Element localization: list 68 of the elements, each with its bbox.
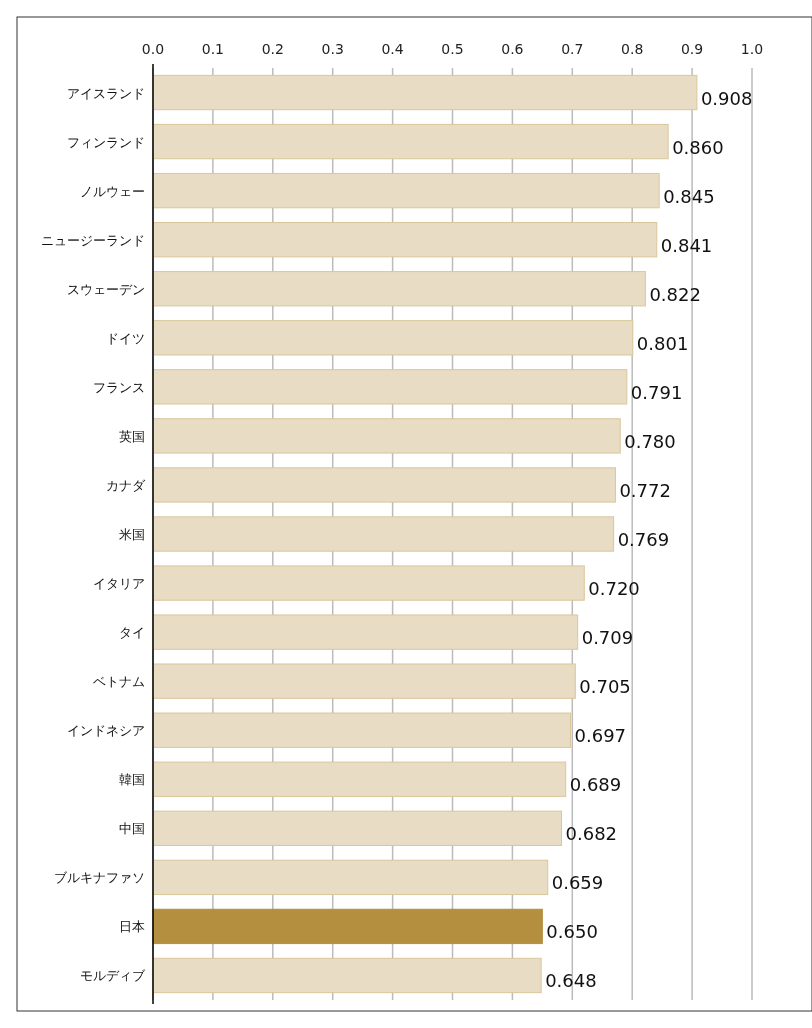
bar xyxy=(152,369,628,405)
bar xyxy=(152,172,660,209)
bar xyxy=(152,565,585,601)
x-tick-label: 0.4 xyxy=(381,41,404,57)
x-tick-label: 0.3 xyxy=(321,41,344,57)
data-label: 0.659 xyxy=(551,872,604,894)
data-label: 0.689 xyxy=(569,774,622,796)
x-tick-label: 0.5 xyxy=(441,41,464,57)
x-tick-label: 0.8 xyxy=(621,41,644,57)
data-label: 0.650 xyxy=(546,921,598,943)
bar xyxy=(152,810,563,846)
bar xyxy=(152,467,616,503)
y-tick-label: ブルキナファソ xyxy=(54,870,145,886)
y-tick-label: ニュージーランド xyxy=(41,232,145,248)
bar xyxy=(152,859,549,896)
data-label: 0.822 xyxy=(649,283,701,305)
bar xyxy=(152,663,576,699)
y-tick-label: 中国 xyxy=(119,821,145,837)
data-label: 0.648 xyxy=(545,970,597,992)
x-tick-label: 0.1 xyxy=(201,41,225,57)
bar xyxy=(152,271,646,307)
data-label: 0.860 xyxy=(672,136,724,158)
y-tick-label: カナダ xyxy=(106,477,146,493)
y-tick-label: 日本 xyxy=(119,919,145,935)
x-tick-label: 0.2 xyxy=(261,41,284,57)
x-tick-label: 0.7 xyxy=(561,41,584,57)
x-tick-label: 0.9 xyxy=(680,41,704,57)
data-label: 0.705 xyxy=(579,676,631,698)
x-tick-label: 1.0 xyxy=(740,41,764,57)
data-label: 0.697 xyxy=(574,725,627,747)
y-tick-label: フランス xyxy=(93,379,145,395)
bar xyxy=(152,908,543,945)
y-tick-label: フィンランド xyxy=(67,134,145,150)
y-tick-label: 米国 xyxy=(119,527,145,542)
data-label: 0.720 xyxy=(588,578,640,600)
y-tick-label: スウェーデン xyxy=(67,281,145,297)
data-label: 0.769 xyxy=(617,529,670,550)
bar xyxy=(152,74,698,111)
bar xyxy=(152,123,669,160)
x-tick-label: 0.0 xyxy=(141,41,165,57)
y-tick-label: 韓国 xyxy=(119,772,145,788)
bar xyxy=(152,957,542,994)
bar xyxy=(152,516,615,552)
data-label: 0.780 xyxy=(624,430,676,452)
bar xyxy=(152,614,579,650)
data-label: 0.845 xyxy=(663,185,715,207)
x-tick-label: 0.6 xyxy=(501,41,524,57)
data-label: 0.801 xyxy=(636,332,689,354)
data-label: 0.772 xyxy=(619,479,671,501)
data-label: 0.791 xyxy=(630,381,683,403)
bar xyxy=(152,712,571,748)
y-tick-label: ノルウェー xyxy=(80,183,145,199)
y-tick-label: 英国 xyxy=(119,428,145,444)
data-label: 0.682 xyxy=(565,823,618,845)
y-tick-label: ドイツ xyxy=(106,330,145,346)
data-label: 0.709 xyxy=(581,627,634,649)
y-tick-label: イタリア xyxy=(93,576,145,592)
y-tick-label: ベトナム xyxy=(93,674,145,690)
bar xyxy=(152,222,658,258)
data-label: 0.841 xyxy=(660,234,713,256)
y-tick-label: インドネシア xyxy=(67,723,145,739)
y-tick-label: タイ xyxy=(119,625,145,641)
bar xyxy=(152,418,621,454)
y-tick-label: アイスランド xyxy=(67,85,145,101)
bar xyxy=(152,320,634,356)
data-label: 0.908 xyxy=(700,87,753,109)
y-tick-label: モルディブ xyxy=(80,968,146,984)
bar xyxy=(152,761,567,797)
